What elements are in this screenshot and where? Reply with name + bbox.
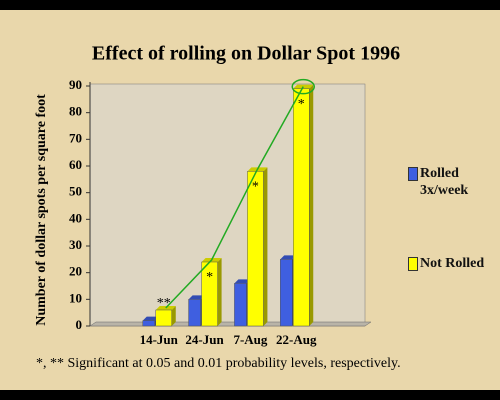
y-tick-label: 20	[69, 264, 82, 279]
bar-top	[234, 279, 251, 284]
y-tick-label: 0	[76, 317, 83, 332]
legend-label: Rolled 3x/week	[420, 166, 469, 198]
significance-mark: **	[157, 296, 171, 311]
bar	[142, 320, 155, 327]
chart-title: Effect of rolling on Dollar Spot 1996	[92, 43, 400, 65]
bar-side	[171, 306, 176, 326]
y-axis-label: Number of dollar spots per square foot	[34, 94, 49, 326]
x-tick-label: 22-Aug	[276, 332, 317, 347]
bar	[155, 309, 172, 327]
significance-mark: *	[206, 270, 213, 285]
y-tick-label: 90	[69, 77, 82, 92]
bar	[280, 259, 293, 327]
bar	[247, 171, 264, 327]
bar-top	[142, 316, 159, 321]
bar-top	[188, 295, 205, 300]
footnote: *, ** Significant at 0.05 and 0.01 proba…	[36, 356, 401, 371]
x-tick-label: 14-Jun	[140, 332, 179, 347]
significance-mark: *	[252, 180, 259, 195]
plot-area	[89, 83, 366, 327]
y-tick-label: 30	[69, 237, 82, 252]
bar	[188, 299, 201, 327]
bar	[234, 283, 247, 327]
floor	[89, 321, 372, 327]
legend-swatch	[408, 167, 418, 181]
y-tick-label: 40	[69, 210, 82, 225]
y-tick-label: 10	[69, 290, 82, 305]
x-tick-label: 7-Aug	[233, 332, 267, 347]
x-tick-label: 24-Jun	[185, 332, 224, 347]
bar-side	[217, 258, 222, 326]
border-top	[0, 0, 500, 10]
y-tick-label: 70	[69, 130, 82, 145]
significance-mark: *	[298, 97, 305, 112]
y-tick-label: 80	[69, 104, 82, 119]
bar-top	[280, 255, 297, 260]
trend-line	[165, 86, 304, 309]
y-tick-label: 50	[69, 184, 82, 199]
bar-side	[263, 167, 268, 326]
legend-swatch	[408, 257, 418, 271]
bar-side	[309, 84, 314, 327]
border-bottom	[0, 390, 500, 400]
legend-label: Not Rolled	[420, 256, 485, 271]
highlight-circle	[291, 78, 315, 95]
y-tick-label: 60	[69, 157, 82, 172]
bar	[293, 88, 310, 327]
